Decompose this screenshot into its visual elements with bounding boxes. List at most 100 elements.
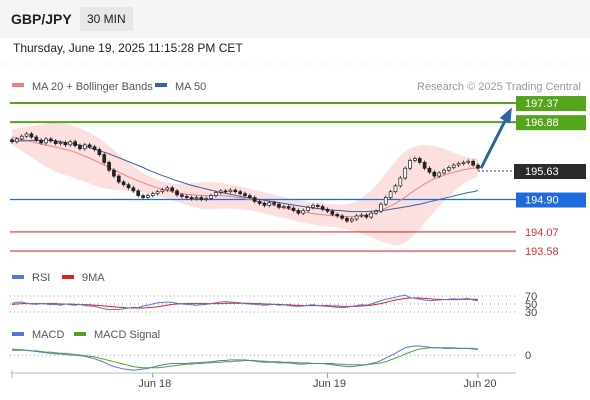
target-level-label: 197.37 xyxy=(525,98,559,110)
candle xyxy=(175,190,179,196)
macd-legend-swatch xyxy=(12,332,24,336)
candle xyxy=(456,163,461,166)
legend-label: MA 20 + Bollinger Bands xyxy=(32,81,153,93)
candle xyxy=(277,203,281,208)
candle xyxy=(19,135,24,140)
candle xyxy=(335,213,340,217)
target-level-box xyxy=(516,115,586,131)
candle xyxy=(417,158,422,163)
candle xyxy=(252,197,257,202)
candle xyxy=(209,195,213,199)
rsi-level-label: 50 xyxy=(525,299,537,311)
candle xyxy=(214,192,218,196)
support-level-label: 193.58 xyxy=(525,246,559,258)
candle xyxy=(340,215,344,219)
chart-date: Thursday, June 19, 2025 11:15:28 PM CET xyxy=(13,41,243,55)
macd-legend-swatch xyxy=(74,332,86,336)
rsi-legend-swatch xyxy=(62,275,74,279)
candle xyxy=(82,144,87,150)
candle xyxy=(364,214,369,218)
candle xyxy=(58,142,63,145)
candle xyxy=(194,197,199,200)
candle xyxy=(301,210,306,214)
macd-legend-label: MACD Signal xyxy=(94,329,160,341)
macd-line xyxy=(11,345,479,371)
candle xyxy=(422,162,427,169)
candle xyxy=(345,217,349,222)
candle xyxy=(238,191,242,194)
candle xyxy=(379,203,383,212)
candle xyxy=(243,193,247,196)
candle xyxy=(306,206,310,211)
candle xyxy=(39,139,43,144)
candle xyxy=(24,133,29,137)
candle xyxy=(48,138,53,142)
target-level-box xyxy=(516,96,586,112)
candle xyxy=(68,141,73,146)
candle xyxy=(330,210,335,215)
candle xyxy=(369,212,374,218)
candle xyxy=(223,190,228,193)
legend-swatch xyxy=(12,83,24,87)
candle xyxy=(291,207,296,211)
candle xyxy=(184,196,189,198)
candle xyxy=(53,140,58,145)
candle xyxy=(218,190,223,193)
candle xyxy=(233,189,238,193)
candle xyxy=(180,194,184,197)
candle xyxy=(476,164,480,169)
candle xyxy=(199,197,204,200)
candle xyxy=(29,133,34,138)
candle xyxy=(471,160,475,166)
x-tick-label: Jun 18 xyxy=(138,378,171,390)
candle xyxy=(170,187,175,192)
macd-signal-line xyxy=(12,347,479,369)
candle xyxy=(442,169,446,174)
candle xyxy=(427,167,432,173)
candle xyxy=(315,205,320,207)
pivot-level-label: 194.90 xyxy=(525,195,559,207)
candle xyxy=(204,197,209,200)
candle xyxy=(374,210,378,214)
x-tick-label: Jun 19 xyxy=(313,378,346,390)
rsi-level-label: 30 xyxy=(525,307,537,319)
support-level-label: 194.07 xyxy=(525,227,559,239)
candle xyxy=(150,193,155,196)
macd-level-label: 0 xyxy=(525,350,531,362)
rsi-level-label: 70 xyxy=(525,291,537,303)
candle xyxy=(126,184,131,189)
candle xyxy=(78,145,82,150)
rsi-legend-swatch xyxy=(12,275,24,279)
x-tick-label: Jun 20 xyxy=(463,378,496,390)
forecast-arrow-head xyxy=(499,107,512,124)
legend-swatch xyxy=(155,83,167,87)
legend-label: MA 50 xyxy=(175,81,206,93)
candle xyxy=(131,187,136,192)
ma20-line xyxy=(11,136,479,218)
instrument-title: GBP/JPY xyxy=(11,11,72,27)
candle xyxy=(320,206,325,210)
candle xyxy=(87,144,92,148)
rsi-9ma-line xyxy=(11,297,479,309)
candle xyxy=(97,149,102,155)
candle xyxy=(141,195,145,198)
candle xyxy=(248,195,252,198)
candle xyxy=(359,214,364,217)
candle xyxy=(296,210,301,214)
candle xyxy=(92,146,97,150)
timeframe-button[interactable]: 30 MIN xyxy=(80,7,133,31)
candle xyxy=(15,138,19,143)
candle xyxy=(189,197,194,200)
candle xyxy=(408,160,412,169)
candle xyxy=(383,197,388,205)
candle xyxy=(34,136,39,141)
candle xyxy=(155,191,160,194)
candle xyxy=(165,187,170,191)
candle xyxy=(272,202,276,205)
candle xyxy=(63,142,68,146)
candle xyxy=(447,167,451,171)
candle xyxy=(466,160,471,163)
candle xyxy=(121,181,126,186)
candle xyxy=(107,162,111,171)
